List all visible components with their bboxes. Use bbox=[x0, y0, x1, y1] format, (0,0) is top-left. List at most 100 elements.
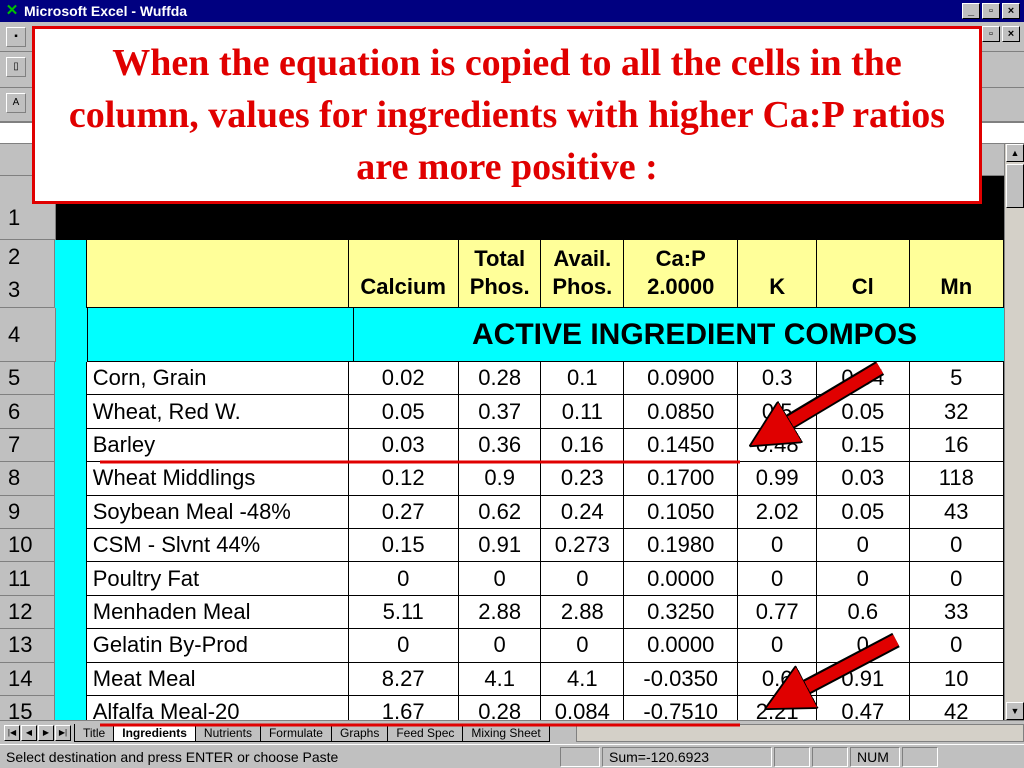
cell-ap[interactable]: 2.88 bbox=[541, 595, 625, 630]
cell-cl[interactable]: 0.91 bbox=[817, 662, 910, 696]
cell-mn[interactable]: 43 bbox=[909, 495, 1004, 529]
sheet-tab[interactable]: Nutrients bbox=[194, 723, 261, 742]
row-header[interactable]: 8 bbox=[0, 462, 56, 496]
close-button[interactable]: × bbox=[1002, 3, 1020, 19]
cell-ap[interactable]: 4.1 bbox=[541, 662, 625, 696]
cell-cl[interactable]: 0.03 bbox=[817, 462, 910, 496]
cell-name[interactable]: Barley bbox=[86, 428, 349, 463]
cell-tp[interactable]: 0.36 bbox=[458, 428, 542, 463]
cell-k[interactable]: 0 bbox=[738, 529, 818, 563]
cell-cap[interactable]: 0.1450 bbox=[624, 428, 739, 463]
header-k[interactable]: K bbox=[738, 240, 818, 308]
cell-tp[interactable]: 4.1 bbox=[458, 662, 542, 696]
prev-sheet-icon[interactable]: ◀ bbox=[21, 724, 37, 741]
sheet-tab[interactable]: Ingredients bbox=[113, 723, 196, 742]
font-box[interactable]: A bbox=[6, 93, 26, 113]
cell-ca[interactable]: 0 bbox=[348, 629, 459, 663]
workbook-restore-button[interactable]: ▫ bbox=[982, 26, 1000, 42]
banner-title[interactable]: ACTIVE INGREDIENT COMPOS bbox=[354, 308, 1004, 362]
cell-cap[interactable]: -0.0350 bbox=[624, 662, 739, 696]
cell-ap[interactable]: 0.11 bbox=[541, 395, 625, 429]
cell-ap[interactable]: 0.084 bbox=[541, 696, 625, 720]
cell-k[interactable]: 2.02 bbox=[738, 495, 818, 529]
row-header[interactable]: 11 bbox=[0, 562, 56, 596]
vertical-scrollbar[interactable]: ▲ ▼ bbox=[1004, 144, 1024, 720]
cell-mn[interactable]: 118 bbox=[909, 462, 1004, 496]
cell-ap[interactable]: 0.16 bbox=[541, 428, 625, 463]
cell-mn[interactable]: 42 bbox=[910, 696, 1004, 720]
sheet-tab[interactable]: Title bbox=[74, 723, 115, 742]
cell-mn[interactable]: 0 bbox=[909, 529, 1004, 563]
cell-tp[interactable]: 0.91 bbox=[458, 529, 542, 563]
cell-ca[interactable]: 0.15 bbox=[348, 529, 459, 563]
cell-ca[interactable]: 0.02 bbox=[348, 362, 459, 396]
cell-mn[interactable]: 10 bbox=[909, 662, 1004, 696]
cell-k[interactable]: 2.21 bbox=[738, 696, 818, 720]
cell-k[interactable]: 0.77 bbox=[738, 595, 818, 630]
scroll-up-icon[interactable]: ▲ bbox=[1006, 144, 1024, 162]
cell-ca[interactable]: 0.03 bbox=[348, 428, 459, 463]
cell-name[interactable]: Menhaden Meal bbox=[86, 595, 349, 630]
header-ca-p[interactable]: Ca:P 2.0000 bbox=[624, 240, 739, 308]
cell-mn[interactable]: 16 bbox=[909, 428, 1004, 463]
cell-cl[interactable]: 0 bbox=[817, 562, 910, 596]
cell-cap[interactable]: 0.3250 bbox=[624, 595, 739, 630]
header-calcium[interactable]: Calcium bbox=[348, 240, 459, 308]
first-sheet-icon[interactable]: |◀ bbox=[4, 724, 20, 741]
cell-ca[interactable]: 1.67 bbox=[349, 696, 459, 720]
cell-cl[interactable]: 0.6 bbox=[817, 595, 910, 630]
cell-tp[interactable]: 0.37 bbox=[458, 395, 542, 429]
row-header[interactable]: 13 bbox=[0, 629, 56, 663]
row-header[interactable]: 12 bbox=[0, 595, 56, 630]
cell-mn[interactable]: 0 bbox=[909, 629, 1004, 663]
cell-mn[interactable]: 33 bbox=[909, 595, 1004, 630]
horizontal-scrollbar[interactable] bbox=[575, 723, 1024, 742]
cell-tp[interactable]: 0.28 bbox=[458, 362, 542, 396]
row-header[interactable]: 7 bbox=[0, 428, 56, 463]
cell-ap[interactable]: 0.1 bbox=[541, 362, 625, 396]
next-sheet-icon[interactable]: ▶ bbox=[38, 724, 54, 741]
cell-mn[interactable]: 32 bbox=[909, 395, 1004, 429]
cell-cap[interactable]: 0.1050 bbox=[624, 495, 739, 529]
row-header[interactable]: 10 bbox=[0, 529, 56, 563]
cell-cl[interactable]: 0.05 bbox=[817, 395, 910, 429]
cell-tp[interactable]: 0 bbox=[458, 629, 542, 663]
cell-name[interactable]: Wheat, Red W. bbox=[86, 395, 349, 429]
row-header[interactable]: 15 bbox=[0, 696, 56, 720]
last-sheet-icon[interactable]: ▶| bbox=[55, 724, 71, 741]
cell-ca[interactable]: 0.12 bbox=[348, 462, 459, 496]
cell-tp[interactable]: 0.62 bbox=[458, 495, 542, 529]
cell-k[interactable]: 0.48 bbox=[738, 428, 818, 463]
new-file-icon[interactable]: ▯ bbox=[6, 57, 26, 77]
row-header[interactable]: 14 bbox=[0, 662, 56, 696]
cell-tp[interactable]: 0.9 bbox=[458, 462, 542, 496]
cell-cl[interactable]: 0.04 bbox=[817, 362, 910, 396]
cell-mn[interactable]: 5 bbox=[909, 362, 1004, 396]
cell-cap[interactable]: 0.0000 bbox=[624, 629, 739, 663]
cell-tp[interactable]: 2.88 bbox=[458, 595, 542, 630]
header-mn[interactable]: Mn bbox=[909, 240, 1004, 308]
cell-k[interactable]: 0.3 bbox=[738, 362, 818, 396]
banner-left-cell[interactable] bbox=[88, 308, 354, 362]
row-header[interactable]: 5 bbox=[0, 362, 56, 396]
minimize-button[interactable]: _ bbox=[962, 3, 980, 19]
cell-name[interactable]: Alfalfa Meal-20 bbox=[87, 696, 349, 720]
sheet-tab[interactable]: Feed Spec bbox=[387, 723, 464, 742]
cell-name[interactable]: Wheat Middlings bbox=[86, 462, 349, 496]
cell-k[interactable]: 0.6 bbox=[738, 662, 818, 696]
cell-ca[interactable]: 0.27 bbox=[348, 495, 459, 529]
cell-cl[interactable]: 0 bbox=[817, 529, 910, 563]
cell-ap[interactable]: 0.273 bbox=[541, 529, 625, 563]
maximize-button[interactable]: ▫ bbox=[982, 3, 1000, 19]
cell-name[interactable]: Poultry Fat bbox=[86, 562, 349, 596]
cell-name[interactable]: Meat Meal bbox=[86, 662, 349, 696]
cell-cl[interactable]: 0.47 bbox=[817, 696, 910, 720]
cell-cap[interactable]: 0.1700 bbox=[624, 462, 739, 496]
cell-cl[interactable]: 0.05 bbox=[817, 495, 910, 529]
cell-name[interactable]: Soybean Meal -48% bbox=[86, 495, 349, 529]
header-blank-cell[interactable] bbox=[86, 240, 349, 308]
cell-cl[interactable]: 0 bbox=[817, 629, 910, 663]
cell-name[interactable]: CSM - Slvnt 44% bbox=[86, 529, 349, 563]
cell-cap[interactable]: -0.7510 bbox=[624, 696, 739, 720]
cell-ap[interactable]: 0 bbox=[541, 629, 625, 663]
